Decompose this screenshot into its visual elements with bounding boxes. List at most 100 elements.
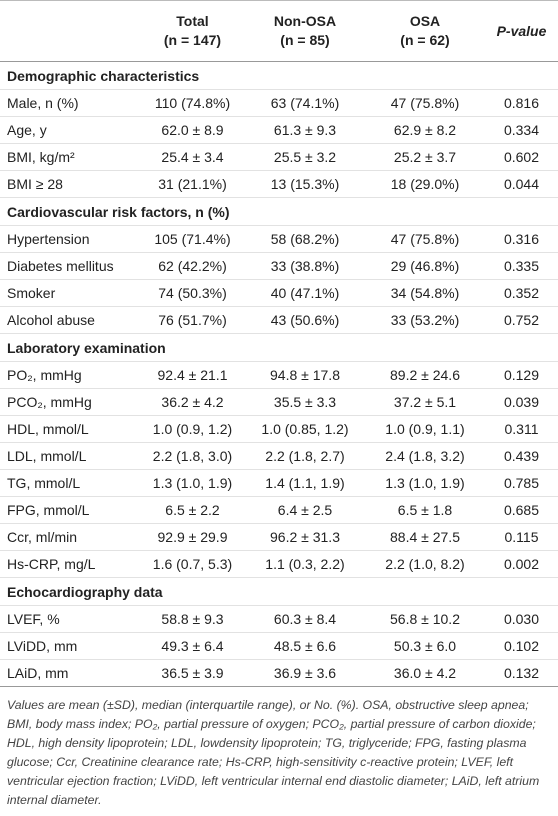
header-cell: P-value xyxy=(485,0,558,62)
table-row: LViDD, mm 49.3 ± 6.4 48.5 ± 6.6 50.3 ± 6.0 0… xyxy=(0,632,558,660)
cell: 0.816 xyxy=(485,89,558,117)
cell: 0.129 xyxy=(485,361,558,389)
cell: 25.4 ± 3.4 xyxy=(140,143,245,171)
cell: 34 (54.8%) xyxy=(365,279,485,307)
table-row: Smoker 74 (50.3%) 40 (47.1%) 34 (54.8%) 0.35… xyxy=(0,279,558,307)
cell: 62.9 ± 8.2 xyxy=(365,116,485,144)
row-label: LViDD, mm xyxy=(0,632,140,660)
cell: 0.039 xyxy=(485,388,558,416)
row-label: PO₂, mmHg xyxy=(0,361,140,389)
section-title: Echocardiography data xyxy=(0,577,558,606)
row-label: Diabetes mellitus xyxy=(0,252,140,280)
cell: 1.0 (0.9, 1.2) xyxy=(140,415,245,443)
cell: 43 (50.6%) xyxy=(245,306,365,334)
header-n: (n = 85) xyxy=(280,32,330,48)
cell: 49.3 ± 6.4 xyxy=(140,632,245,660)
section-row: Demographic characteristics xyxy=(0,61,558,90)
table-row: Diabetes mellitus 62 (42.2%) 33 (38.8%) 29 … xyxy=(0,252,558,280)
row-label: HDL, mmol/L xyxy=(0,415,140,443)
row-label: Smoker xyxy=(0,279,140,307)
cell: 0.602 xyxy=(485,143,558,171)
cell: 6.5 ± 2.2 xyxy=(140,496,245,524)
header-label: P-value xyxy=(496,22,547,39)
cell: 88.4 ± 27.5 xyxy=(365,523,485,551)
cell: 18 (29.0%) xyxy=(365,170,485,198)
cell: 58.8 ± 9.3 xyxy=(140,605,245,633)
cell: 36.9 ± 3.6 xyxy=(245,659,365,687)
cell: 0.044 xyxy=(485,170,558,198)
cell: 1.3 (1.0, 1.9) xyxy=(365,469,485,497)
header-cell: Non-OSA (n = 85) xyxy=(245,0,365,62)
cell: 36.5 ± 3.9 xyxy=(140,659,245,687)
table-row: Ccr, ml/min 92.9 ± 29.9 96.2 ± 31.3 88.4 ± … xyxy=(0,523,558,551)
cell: 0.316 xyxy=(485,225,558,253)
cell: 50.3 ± 6.0 xyxy=(365,632,485,660)
section-title: Cardiovascular risk factors, n (%) xyxy=(0,197,558,226)
cell: 48.5 ± 6.6 xyxy=(245,632,365,660)
cell: 0.352 xyxy=(485,279,558,307)
cell: 60.3 ± 8.4 xyxy=(245,605,365,633)
cell: 40 (47.1%) xyxy=(245,279,365,307)
table-row: BMI, kg/m² 25.4 ± 3.4 25.5 ± 3.2 25.2 ± 3.7… xyxy=(0,143,558,171)
cell: 0.002 xyxy=(485,550,558,578)
cell: 33 (53.2%) xyxy=(365,306,485,334)
cell: 1.3 (1.0, 1.9) xyxy=(140,469,245,497)
table-header: Total (n = 147) Non-OSA (n = 85) OSA (n = 62)… xyxy=(0,0,558,62)
cell: 0.030 xyxy=(485,605,558,633)
header-cell xyxy=(0,0,140,62)
row-label: Hs-CRP, mg/L xyxy=(0,550,140,578)
row-label: BMI ≥ 28 xyxy=(0,170,140,198)
table-row: BMI ≥ 28 31 (21.1%) 13 (15.3%) 18 (29.0%) 0.… xyxy=(0,170,558,198)
header-label: OSA xyxy=(409,13,441,29)
cell: 92.9 ± 29.9 xyxy=(140,523,245,551)
section-row: Echocardiography data xyxy=(0,577,558,606)
cell: 96.2 ± 31.3 xyxy=(245,523,365,551)
cell: 0.439 xyxy=(485,442,558,470)
header-label: Total xyxy=(176,13,209,29)
cell: 1.6 (0.7, 5.3) xyxy=(140,550,245,578)
cell: 35.5 ± 3.3 xyxy=(245,388,365,416)
cell: 2.2 (1.8, 3.0) xyxy=(140,442,245,470)
cell: 0.132 xyxy=(485,659,558,687)
cell: 47 (75.8%) xyxy=(365,225,485,253)
cell: 61.3 ± 9.3 xyxy=(245,116,365,144)
table-row: LVEF, % 58.8 ± 9.3 60.3 ± 8.4 56.8 ± 10.2 0.… xyxy=(0,605,558,633)
cell: 92.4 ± 21.1 xyxy=(140,361,245,389)
cell: 0.335 xyxy=(485,252,558,280)
cell: 0.311 xyxy=(485,415,558,443)
cell: 63 (74.1%) xyxy=(245,89,365,117)
cell: 25.2 ± 3.7 xyxy=(365,143,485,171)
data-table: Total (n = 147) Non-OSA (n = 85) OSA (n = 62)… xyxy=(0,0,558,687)
table-row: Hs-CRP, mg/L 1.6 (0.7, 5.3) 1.1 (0.3, 2.2)… xyxy=(0,550,558,578)
table-body: Demographic characteristics Male, n (%) 11… xyxy=(0,61,558,687)
cell: 31 (21.1%) xyxy=(140,170,245,198)
row-label: BMI, kg/m² xyxy=(0,143,140,171)
cell: 2.4 (1.8, 3.2) xyxy=(365,442,485,470)
cell: 76 (51.7%) xyxy=(140,306,245,334)
cell: 1.0 (0.9, 1.1) xyxy=(365,415,485,443)
cell: 62.0 ± 8.9 xyxy=(140,116,245,144)
cell: 110 (74.8%) xyxy=(140,89,245,117)
header-cell: OSA (n = 62) xyxy=(365,0,485,62)
row-label: LVEF, % xyxy=(0,605,140,633)
row-label: PCO₂, mmHg xyxy=(0,388,140,416)
section-row: Cardiovascular risk factors, n (%) xyxy=(0,197,558,226)
header-n: (n = 62) xyxy=(400,32,450,48)
header-n: (n = 147) xyxy=(163,32,222,48)
cell: 0.685 xyxy=(485,496,558,524)
section-title: Demographic characteristics xyxy=(0,61,558,90)
cell: 6.4 ± 2.5 xyxy=(245,496,365,524)
cell: 89.2 ± 24.6 xyxy=(365,361,485,389)
section-row: Laboratory examination xyxy=(0,333,558,362)
table-row: PCO₂, mmHg 36.2 ± 4.2 35.5 ± 3.3 37.2 ± 5.1… xyxy=(0,388,558,416)
table-row: TG, mmol/L 1.3 (1.0, 1.9) 1.4 (1.1, 1.9) 1.… xyxy=(0,469,558,497)
table-row: FPG, mmol/L 6.5 ± 2.2 6.4 ± 2.5 6.5 ± 1.8 0.… xyxy=(0,496,558,524)
table-row: HDL, mmol/L 1.0 (0.9, 1.2) 1.0 (0.85, 1.2)… xyxy=(0,415,558,443)
table-row: Hypertension 105 (71.4%) 58 (68.2%) 47 (75.… xyxy=(0,225,558,253)
cell: 0.102 xyxy=(485,632,558,660)
row-label: Hypertension xyxy=(0,225,140,253)
footnote: Values are mean (±SD), median (interquar… xyxy=(7,698,540,807)
table-row: Alcohol abuse 76 (51.7%) 43 (50.6%) 33 (53.… xyxy=(0,306,558,334)
table-row: Male, n (%) 110 (74.8%) 63 (74.1%) 47 (75.8… xyxy=(0,89,558,117)
row-label: LDL, mmol/L xyxy=(0,442,140,470)
